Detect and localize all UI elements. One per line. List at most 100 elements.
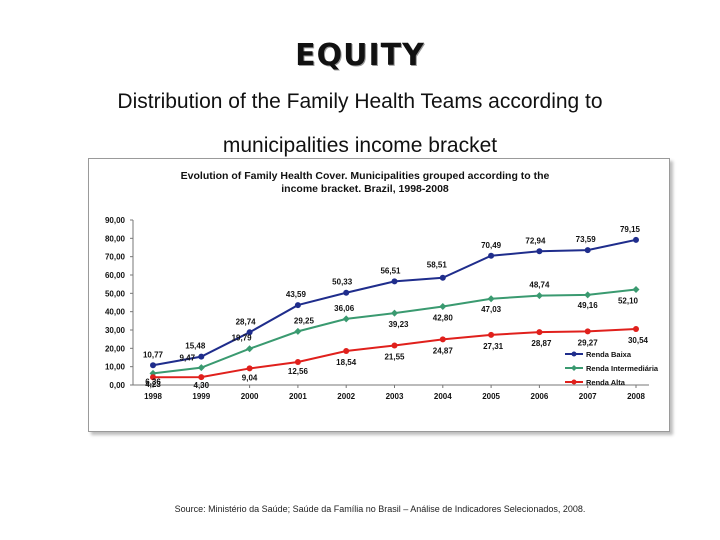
data-label: 39,23 (388, 320, 409, 329)
data-point (343, 289, 350, 296)
axes: 0,00 10,00 20,00 30,00 40,00 50,00 60,00 70,00 8… (105, 216, 649, 401)
data-label: 6,36 (145, 377, 161, 386)
legend-label: Renda Intermediária (586, 364, 659, 373)
y-tick-label: 80,00 (105, 234, 126, 243)
y-tick-label: 70,00 (105, 253, 126, 262)
data-label: 24,87 (433, 346, 454, 355)
data-point (246, 329, 253, 336)
data-point (150, 362, 156, 369)
data-point (535, 292, 543, 300)
data-point (633, 236, 639, 243)
data-point (633, 326, 639, 333)
data-point (342, 315, 350, 323)
data-point (439, 274, 446, 281)
data-label: 9,04 (242, 373, 258, 382)
data-label: 21,55 (384, 352, 405, 361)
data-point (584, 291, 592, 299)
slide-title: EQUITY (295, 38, 425, 73)
data-label: 28,74 (236, 317, 257, 326)
data-point (246, 345, 254, 353)
data-point (246, 365, 253, 372)
data-label: 4,23 (145, 380, 161, 389)
y-tick-label: 60,00 (105, 271, 126, 280)
data-label: 27,31 (483, 342, 504, 351)
legend-label: Renda Alta (586, 378, 626, 387)
data-point (584, 328, 591, 335)
data-point (439, 303, 447, 311)
y-tick-label: 90,00 (105, 216, 126, 225)
x-tick-label: 1999 (192, 392, 210, 401)
data-label: 12,56 (288, 367, 309, 376)
data-label: 29,27 (578, 338, 599, 347)
data-label: 50,33 (332, 278, 353, 287)
data-label: 72,94 (525, 236, 546, 245)
data-label: 10,77 (143, 350, 164, 359)
data-point (488, 252, 495, 259)
chart-title-line2: income bracket. Brazil, 1998-2008 (281, 183, 449, 195)
x-tick-label: 2004 (434, 392, 452, 401)
line-chart: Evolution of Family Health Cover. Munici… (105, 170, 659, 401)
data-point (536, 329, 543, 336)
data-point (343, 348, 350, 355)
chart-frame: Evolution of Family Health Cover. Munici… (88, 158, 670, 432)
x-tick-label: 1998 (144, 392, 162, 401)
data-label: 30,54 (628, 336, 649, 345)
legend-swatch-marker (571, 351, 577, 357)
data-point (150, 374, 156, 381)
data-point (487, 295, 495, 303)
slide-subtitle-line1: Distribution of the Family Health Teams … (117, 90, 603, 113)
data-point (197, 364, 205, 372)
data-label: 28,87 (531, 339, 552, 348)
y-tick-label: 10,00 (105, 363, 126, 372)
data-label: 29,25 (294, 316, 315, 325)
x-tick-label: 2005 (482, 392, 500, 401)
data-label: 42,80 (433, 314, 454, 323)
data-label: 49,16 (578, 301, 599, 310)
data-point (488, 331, 495, 338)
data-label: 36,06 (334, 304, 355, 313)
x-tick-label: 2003 (386, 392, 404, 401)
data-point (632, 285, 640, 293)
x-tick-label: 2006 (531, 392, 549, 401)
data-point (439, 336, 446, 343)
data-label: 79,15 (620, 225, 641, 234)
x-tick-label: 2008 (627, 392, 645, 401)
chart-title-line1: Evolution of Family Health Cover. Munici… (181, 170, 550, 182)
data-label: 52,10 (618, 296, 639, 305)
x-tick-label: 2002 (337, 392, 355, 401)
legend-label: Renda Baixa (586, 350, 632, 359)
legend-swatch-marker (571, 379, 577, 385)
data-point (198, 374, 205, 381)
y-tick-label: 20,00 (105, 344, 126, 353)
data-label: 4,30 (194, 381, 210, 390)
slide-subtitle-line2: municipalities income bracket (222, 134, 498, 157)
data-point (536, 248, 543, 255)
data-label: 48,74 (529, 281, 550, 290)
data-point (294, 358, 301, 365)
source-note: Source: Ministério da Saúde; Saúde da Fa… (174, 504, 586, 514)
data-point (584, 247, 591, 254)
data-point (391, 278, 398, 285)
y-tick-label: 40,00 (105, 308, 126, 317)
data-point (391, 309, 398, 317)
y-tick-label: 30,00 (105, 326, 126, 335)
legend: Renda Baixa Renda Intermediária Renda Alta (565, 350, 659, 387)
data-point (198, 353, 205, 360)
x-tick-label: 2000 (241, 392, 259, 401)
series-layer (149, 236, 640, 381)
data-labels: 10,77 15,48 28,74 43,59 50,33 56,51 58,51 70,49… (143, 225, 649, 390)
data-label: 43,59 (286, 290, 307, 299)
data-label: 19,79 (232, 334, 253, 343)
data-label: 9,47 (180, 354, 196, 363)
x-tick-label: 2007 (579, 392, 597, 401)
data-point (391, 342, 398, 349)
data-label: 18,54 (336, 358, 357, 367)
data-label: 56,51 (380, 266, 401, 275)
data-label: 70,49 (481, 241, 502, 250)
x-tick-label: 2001 (289, 392, 307, 401)
legend-swatch-marker (571, 365, 577, 371)
data-label: 58,51 (427, 261, 448, 270)
data-point (294, 302, 301, 309)
y-tick-label: 50,00 (105, 289, 126, 298)
data-label: 47,03 (481, 305, 502, 314)
